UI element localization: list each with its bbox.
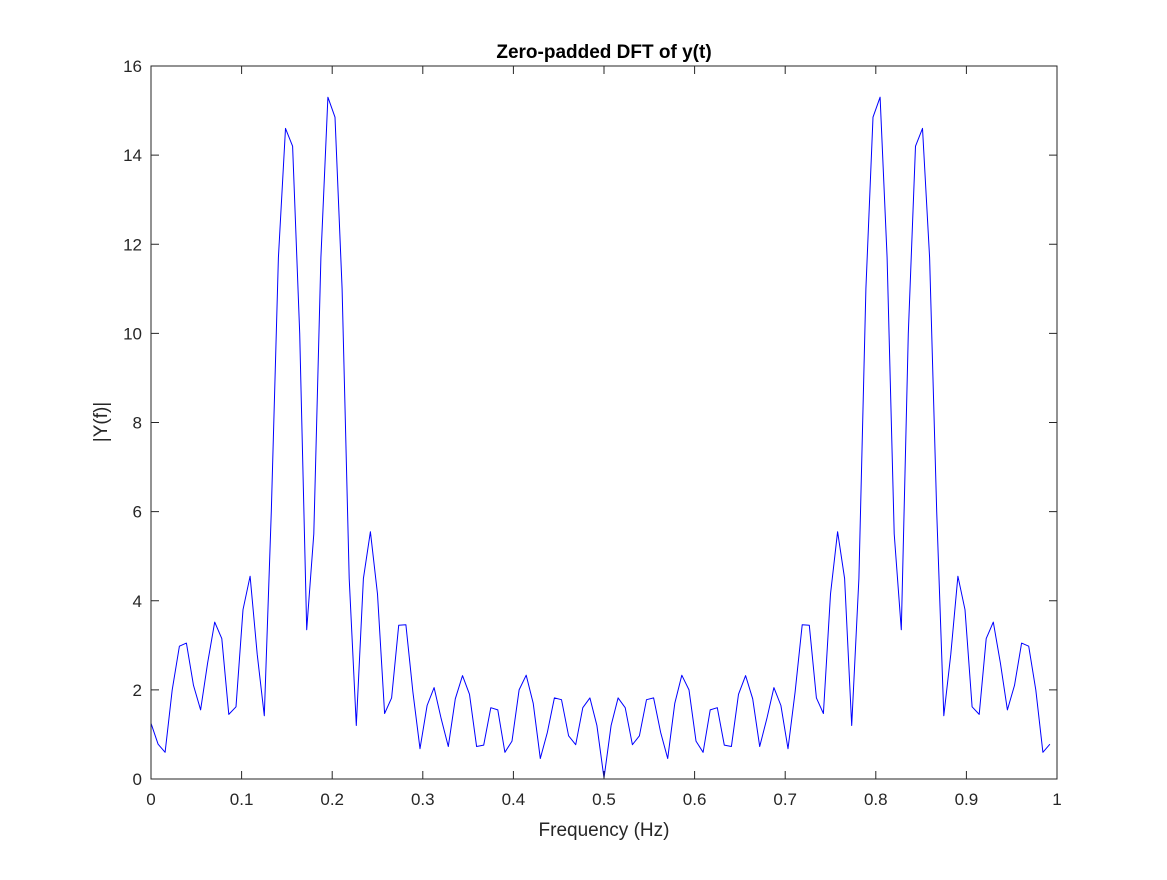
y-tick-label: 10 xyxy=(123,324,142,343)
series-line xyxy=(150,96,1051,779)
x-tick-label: 0 xyxy=(146,790,155,809)
y-tick-label: 4 xyxy=(133,592,142,611)
x-axis-label: Frequency (Hz) xyxy=(539,820,670,841)
x-tick-label: 0.5 xyxy=(592,790,616,809)
chart-title: Zero-padded DFT of y(t) xyxy=(496,42,711,63)
y-tick-label: 8 xyxy=(133,414,142,433)
x-tick-label: 0.8 xyxy=(864,790,888,809)
x-tick-label: 1 xyxy=(1052,790,1061,809)
plot-frame xyxy=(150,65,1058,780)
y-tick-label: 2 xyxy=(133,681,142,700)
x-tick-label: 0.3 xyxy=(411,790,435,809)
y-tick-label: 6 xyxy=(133,503,142,522)
y-tick-label: 16 xyxy=(123,57,142,76)
x-tick-label: 0.1 xyxy=(230,790,254,809)
y-tick-label: 0 xyxy=(133,770,142,789)
x-tick-label: 0.7 xyxy=(773,790,797,809)
plot-layer xyxy=(150,96,1051,779)
x-axis: 0 0.1 0.2 0.3 0.4 0.5 0.6 0.7 0.8 0.9 1 xyxy=(146,66,1062,809)
y-tick-label: 12 xyxy=(123,235,142,254)
x-tick-label: 0.6 xyxy=(683,790,707,809)
y-axis: 0 2 4 6 8 10 12 14 16 xyxy=(123,57,1057,789)
x-tick-label: 0.2 xyxy=(320,790,344,809)
x-tick-label: 0.9 xyxy=(955,790,979,809)
y-tick-label: 14 xyxy=(123,146,142,165)
y-axis-label: |Y(f)| xyxy=(91,402,112,442)
x-tick-label: 0.4 xyxy=(502,790,526,809)
